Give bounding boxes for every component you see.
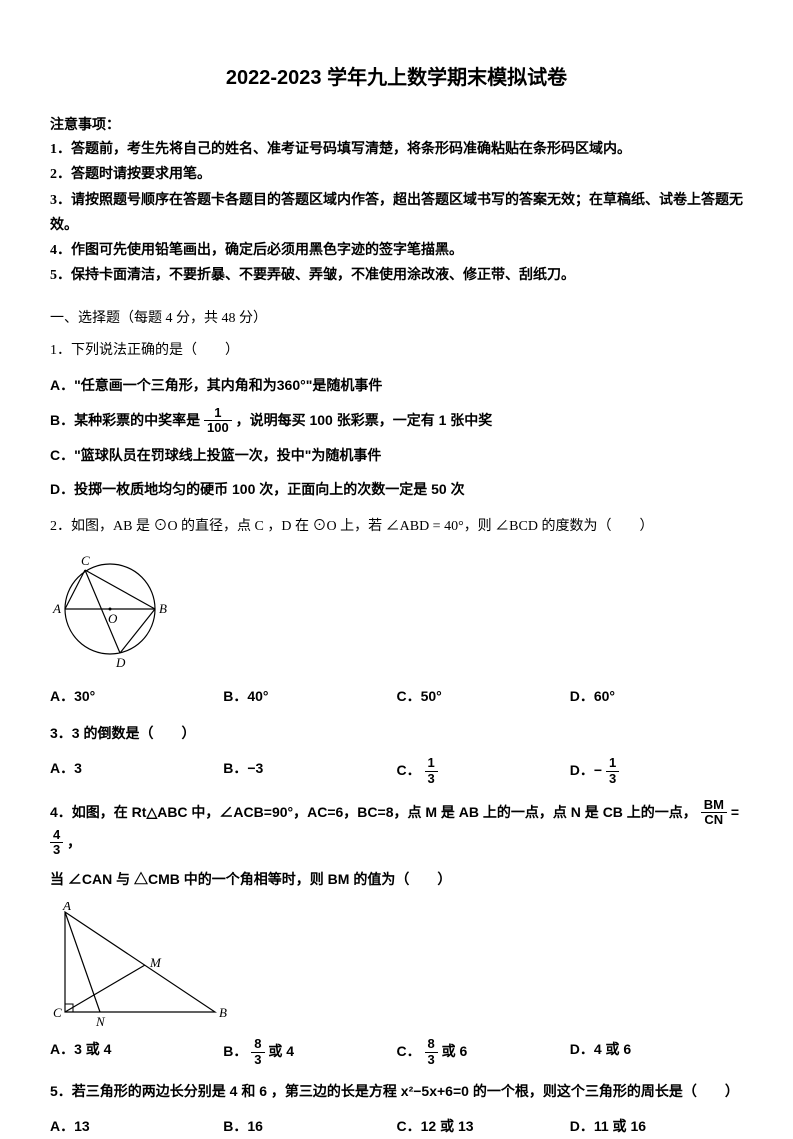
q1-option-d: D．投掷一枚质地均匀的硬币 100 次，正面向上的次数一定是 50 次: [50, 477, 743, 502]
frac-den: 3: [251, 1053, 264, 1067]
q4-option-c: C． 8 3 或 6: [397, 1037, 570, 1067]
question-2: 2．如图，AB 是 ⊙O 的直径，点 C ，D 在 ⊙O 上，若 ∠ABD = …: [50, 514, 743, 539]
instruction-line: 5．保持卡面清洁，不要折暴、不要弄破、弄皱，不准使用涂改液、修正带、刮纸刀。: [50, 263, 743, 288]
q3-options: A．3 B．−3 C． 1 3 D．− 1 3: [50, 756, 743, 786]
q4-figure: A C B M N: [50, 902, 743, 1027]
q1-a-post: "是随机事件: [306, 377, 383, 393]
q4-option-b: B． 8 3 或 4: [223, 1037, 396, 1067]
fraction-icon: 1 3: [425, 756, 438, 786]
svg-text:A: A: [62, 902, 71, 913]
q4-eq: =: [731, 804, 739, 820]
instructions-heading: 注意事项：: [50, 112, 743, 137]
q4-options: A．3 或 4 B． 8 3 或 4 C． 8 3 或 6 D．4 或 6: [50, 1037, 743, 1067]
q1-a-pref: A．"任意画一个三角形，其内角和为: [50, 377, 277, 393]
q4-c-pref: C．: [397, 1044, 421, 1060]
q5-option-d: D．11 或 16: [570, 1114, 743, 1139]
q2-stem-pref: 2．如图，AB 是 ⊙O 的直径，点 C ，D 在 ⊙O 上，若: [50, 519, 386, 534]
question-3: 3．3 的倒数是（ ）: [50, 721, 743, 746]
q4-stem-post: ，: [67, 834, 81, 850]
q4-option-a: A．3 或 4: [50, 1037, 223, 1067]
q3-option-b: B．−3: [223, 756, 396, 786]
svg-text:A: A: [52, 601, 61, 616]
exam-title: 2022-2023 学年九上数学期末模拟试卷: [50, 60, 743, 96]
q2-angle: ∠ABD = 40°: [386, 519, 464, 534]
q3-d-pref: D．−: [570, 763, 606, 779]
instruction-line: 4．作图可先使用铅笔画出，确定后必须用黑色字迹的签字笔描黑。: [50, 238, 743, 263]
q5-option-a: A．13: [50, 1114, 223, 1139]
fraction-icon: 8 3: [425, 1037, 438, 1067]
frac-den: 3: [425, 772, 438, 786]
fraction-icon: 4 3: [50, 828, 63, 858]
q4-option-d: D．4 或 6: [570, 1037, 743, 1067]
fraction-icon: 1 3: [606, 756, 619, 786]
q4-c-post: 或 6: [442, 1044, 468, 1060]
instruction-line: 1．答题前，考生先将自己的姓名、准考证号码填写清楚，将条形码准确粘贴在条形码区域…: [50, 137, 743, 162]
svg-text:N: N: [95, 1014, 106, 1027]
frac-num: 4: [50, 828, 63, 843]
q1-stem: 1．下列说法正确的是（ ）: [50, 338, 743, 363]
q1-b-post: ，说明每买 100 张彩票，一定有 1 张中奖: [236, 412, 493, 428]
q5-option-c: C．12 或 13: [397, 1114, 570, 1139]
q2-option-c: C．50°: [397, 684, 570, 709]
q2-option-d: D．60°: [570, 684, 743, 709]
frac-num: 1: [204, 406, 232, 421]
svg-text:B: B: [159, 601, 167, 616]
q5-options: A．13 B．16 C．12 或 13 D．11 或 16: [50, 1114, 743, 1139]
frac-num: 8: [425, 1037, 438, 1052]
triangle-diagram-icon: A C B M N: [50, 902, 235, 1027]
fraction-icon: 1 100: [204, 406, 232, 436]
instruction-line: 2．答题时请按要求用笔。: [50, 162, 743, 187]
q4-b-post: 或 4: [268, 1044, 294, 1060]
instruction-line: 3．请按照题号顺序在答题卡各题目的答题区域内作答，超出答题区域书写的答案无效；在…: [50, 188, 743, 238]
frac-num: BM: [701, 798, 727, 813]
frac-num: 8: [251, 1037, 264, 1052]
q4-line2: 当 ∠CAN 与 △CMB 中的一个角相等时，则 BM 的值为（ ）: [50, 867, 743, 892]
svg-text:O: O: [108, 611, 118, 626]
q1-option-a: A．"任意画一个三角形，其内角和为360°"是随机事件: [50, 373, 743, 398]
section-1-heading: 一、选择题（每题 4 分，共 48 分）: [50, 306, 743, 331]
q3-option-d: D．− 1 3: [570, 756, 743, 786]
svg-text:C: C: [81, 553, 90, 568]
frac-den: 3: [50, 843, 63, 857]
fraction-icon: BM CN: [701, 798, 727, 828]
q2-figure: A B C D O: [50, 549, 743, 674]
q4-b-pref: B．: [223, 1044, 247, 1060]
q3-option-a: A．3: [50, 756, 223, 786]
q1-a-deg: 360°: [277, 377, 306, 393]
question-4: 4．如图，在 Rt△ABC 中，∠ACB=90°，AC=6，BC=8，点 M 是…: [50, 798, 743, 857]
frac-den: 3: [425, 1053, 438, 1067]
q1-option-b: B．某种彩票的中奖率是 1 100 ，说明每买 100 张彩票，一定有 1 张中…: [50, 406, 743, 436]
q1-b-pref: B．某种彩票的中奖率是: [50, 412, 204, 428]
svg-text:B: B: [219, 1005, 227, 1020]
circle-diagram-icon: A B C D O: [50, 549, 180, 674]
q2-stem-post: ，则 ∠BCD 的度数为（ ）: [464, 519, 654, 534]
q1-option-c: C．"篮球队员在罚球线上投篮一次，投中"为随机事件: [50, 443, 743, 468]
svg-text:C: C: [53, 1005, 62, 1020]
frac-num: 1: [606, 756, 619, 771]
q2-option-a: A．30°: [50, 684, 223, 709]
svg-text:M: M: [149, 955, 162, 970]
question-1: 1．下列说法正确的是（ ）: [50, 338, 743, 363]
question-5: 5．若三角形的两边长分别是 4 和 6 ，第三边的长是方程 x²−5x+6=0 …: [50, 1079, 743, 1104]
frac-den: 100: [204, 421, 232, 435]
svg-text:D: D: [115, 655, 126, 670]
frac-num: 1: [425, 756, 438, 771]
fraction-icon: 8 3: [251, 1037, 264, 1067]
frac-den: 3: [606, 772, 619, 786]
q4-stem-pref: 4．如图，在 Rt△ABC 中，∠ACB=90°，AC=6，BC=8，点 M 是…: [50, 804, 697, 820]
instructions-block: 注意事项： 1．答题前，考生先将自己的姓名、准考证号码填写清楚，将条形码准确粘贴…: [50, 112, 743, 288]
q3-option-c: C． 1 3: [397, 756, 570, 786]
frac-den: CN: [701, 813, 727, 827]
q3-c-pref: C．: [397, 763, 421, 779]
q2-options: A．30° B．40° C．50° D．60°: [50, 684, 743, 709]
q5-option-b: B．16: [223, 1114, 396, 1139]
q2-option-b: B．40°: [223, 684, 396, 709]
